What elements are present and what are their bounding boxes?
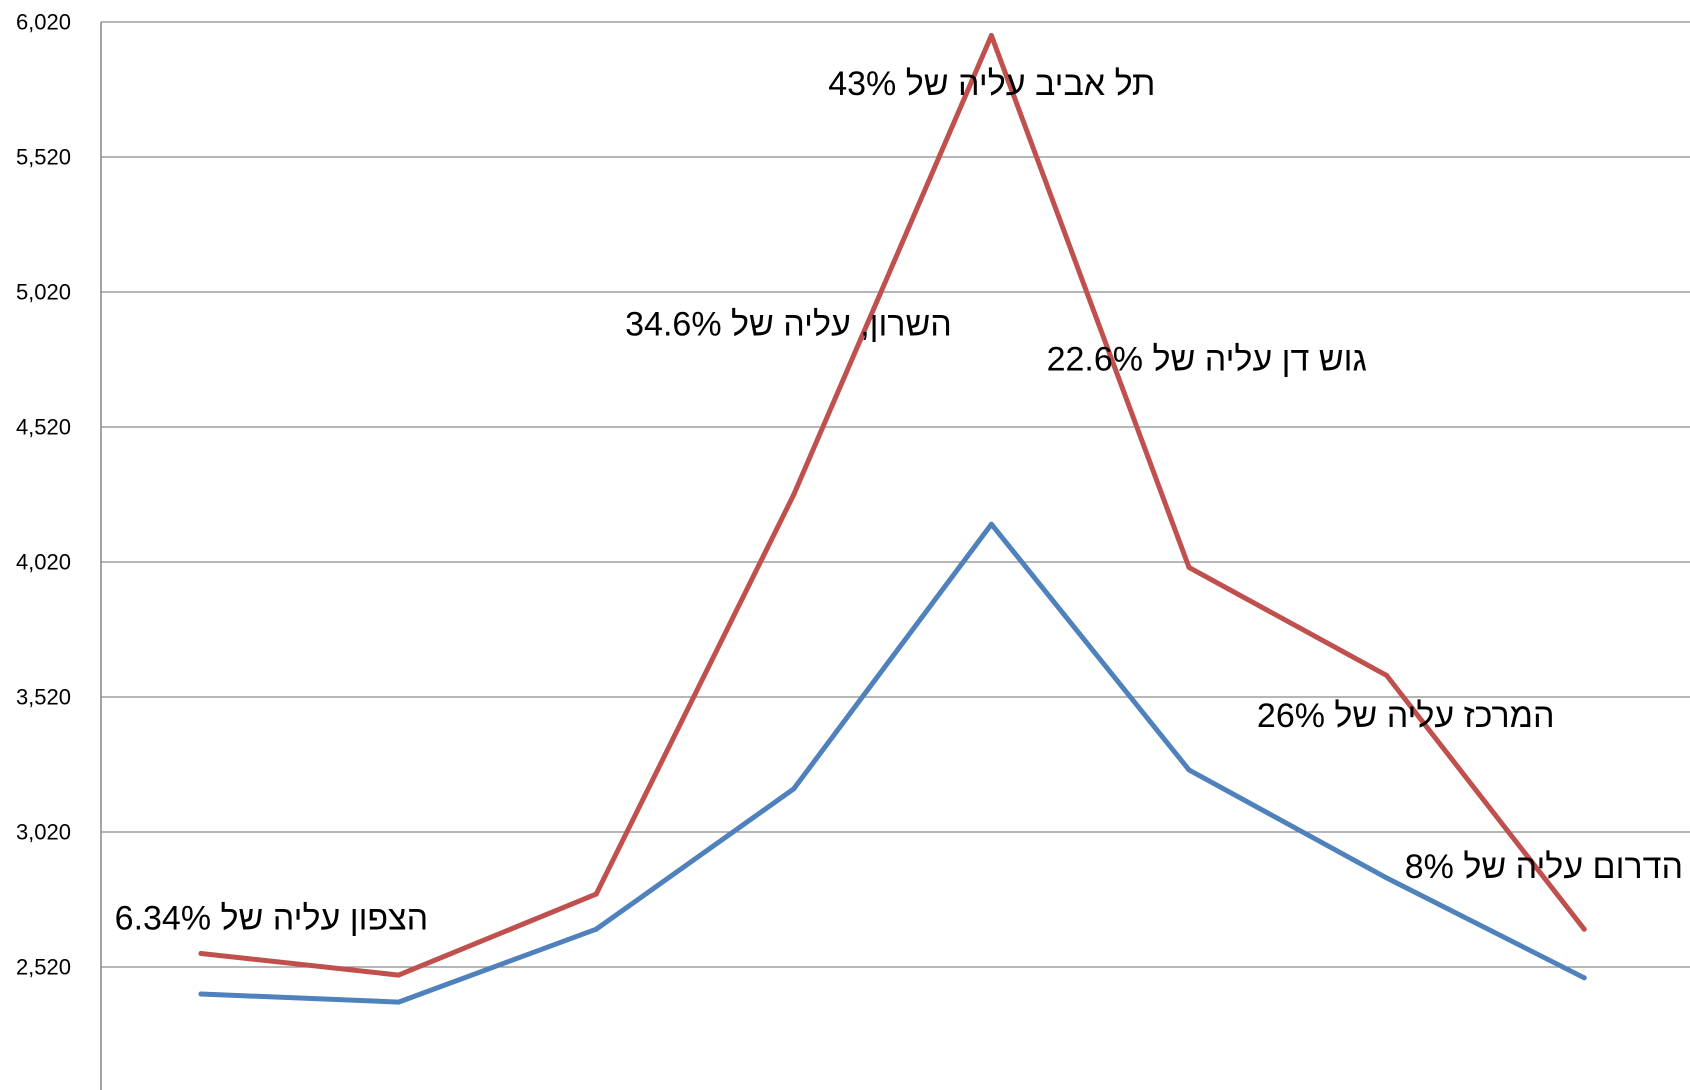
gridlines [101, 21, 1690, 968]
data-point [198, 951, 204, 956]
series-lines [198, 33, 1587, 1005]
data-point [1384, 875, 1390, 881]
y-tick-label: 5,520 [16, 145, 71, 170]
data-point [396, 999, 402, 1005]
region-annotation: הצפון עליה של 6.34% [115, 899, 429, 937]
y-tick-label: 4,020 [16, 550, 71, 575]
data-point [1186, 564, 1192, 570]
data-point [791, 786, 797, 792]
data-point [988, 33, 994, 38]
data-point [1581, 975, 1587, 981]
data-point [791, 492, 797, 497]
data-point [396, 972, 402, 978]
data-point [1384, 672, 1390, 678]
data-point [1186, 767, 1192, 773]
data-point [988, 521, 994, 527]
y-tick-label: 6,020 [16, 10, 71, 35]
region-annotation: תל אביב עליה של 43% [828, 65, 1155, 103]
region-annotation: השרון, עליה של 34.6% [625, 305, 952, 343]
series-line-2 [198, 33, 1587, 978]
y-tick-label: 4,520 [16, 415, 71, 440]
data-point [593, 891, 599, 897]
region-annotation: גוש דן עליה של 22.6% [1047, 341, 1367, 379]
y-tick-label: 3,020 [16, 820, 71, 845]
region-annotation: הדרום עליה של 8% [1405, 848, 1683, 886]
y-tick-label: 3,520 [16, 685, 71, 710]
data-point [1581, 926, 1587, 932]
annotations: תל אביב עליה של 43% השרון, עליה של 34.6% ג… [115, 65, 1683, 937]
region-annotation: המרכז עליה של 26% [1257, 697, 1555, 735]
y-tick-label: 2,520 [16, 955, 71, 980]
y-tick-labels: 2,0202,5203,0203,5204,0204,5205,0205,520… [16, 10, 71, 1090]
y-tick-label: 5,020 [16, 280, 71, 305]
data-point [198, 991, 204, 997]
data-point [593, 926, 599, 932]
series-line-1 [198, 521, 1587, 1005]
